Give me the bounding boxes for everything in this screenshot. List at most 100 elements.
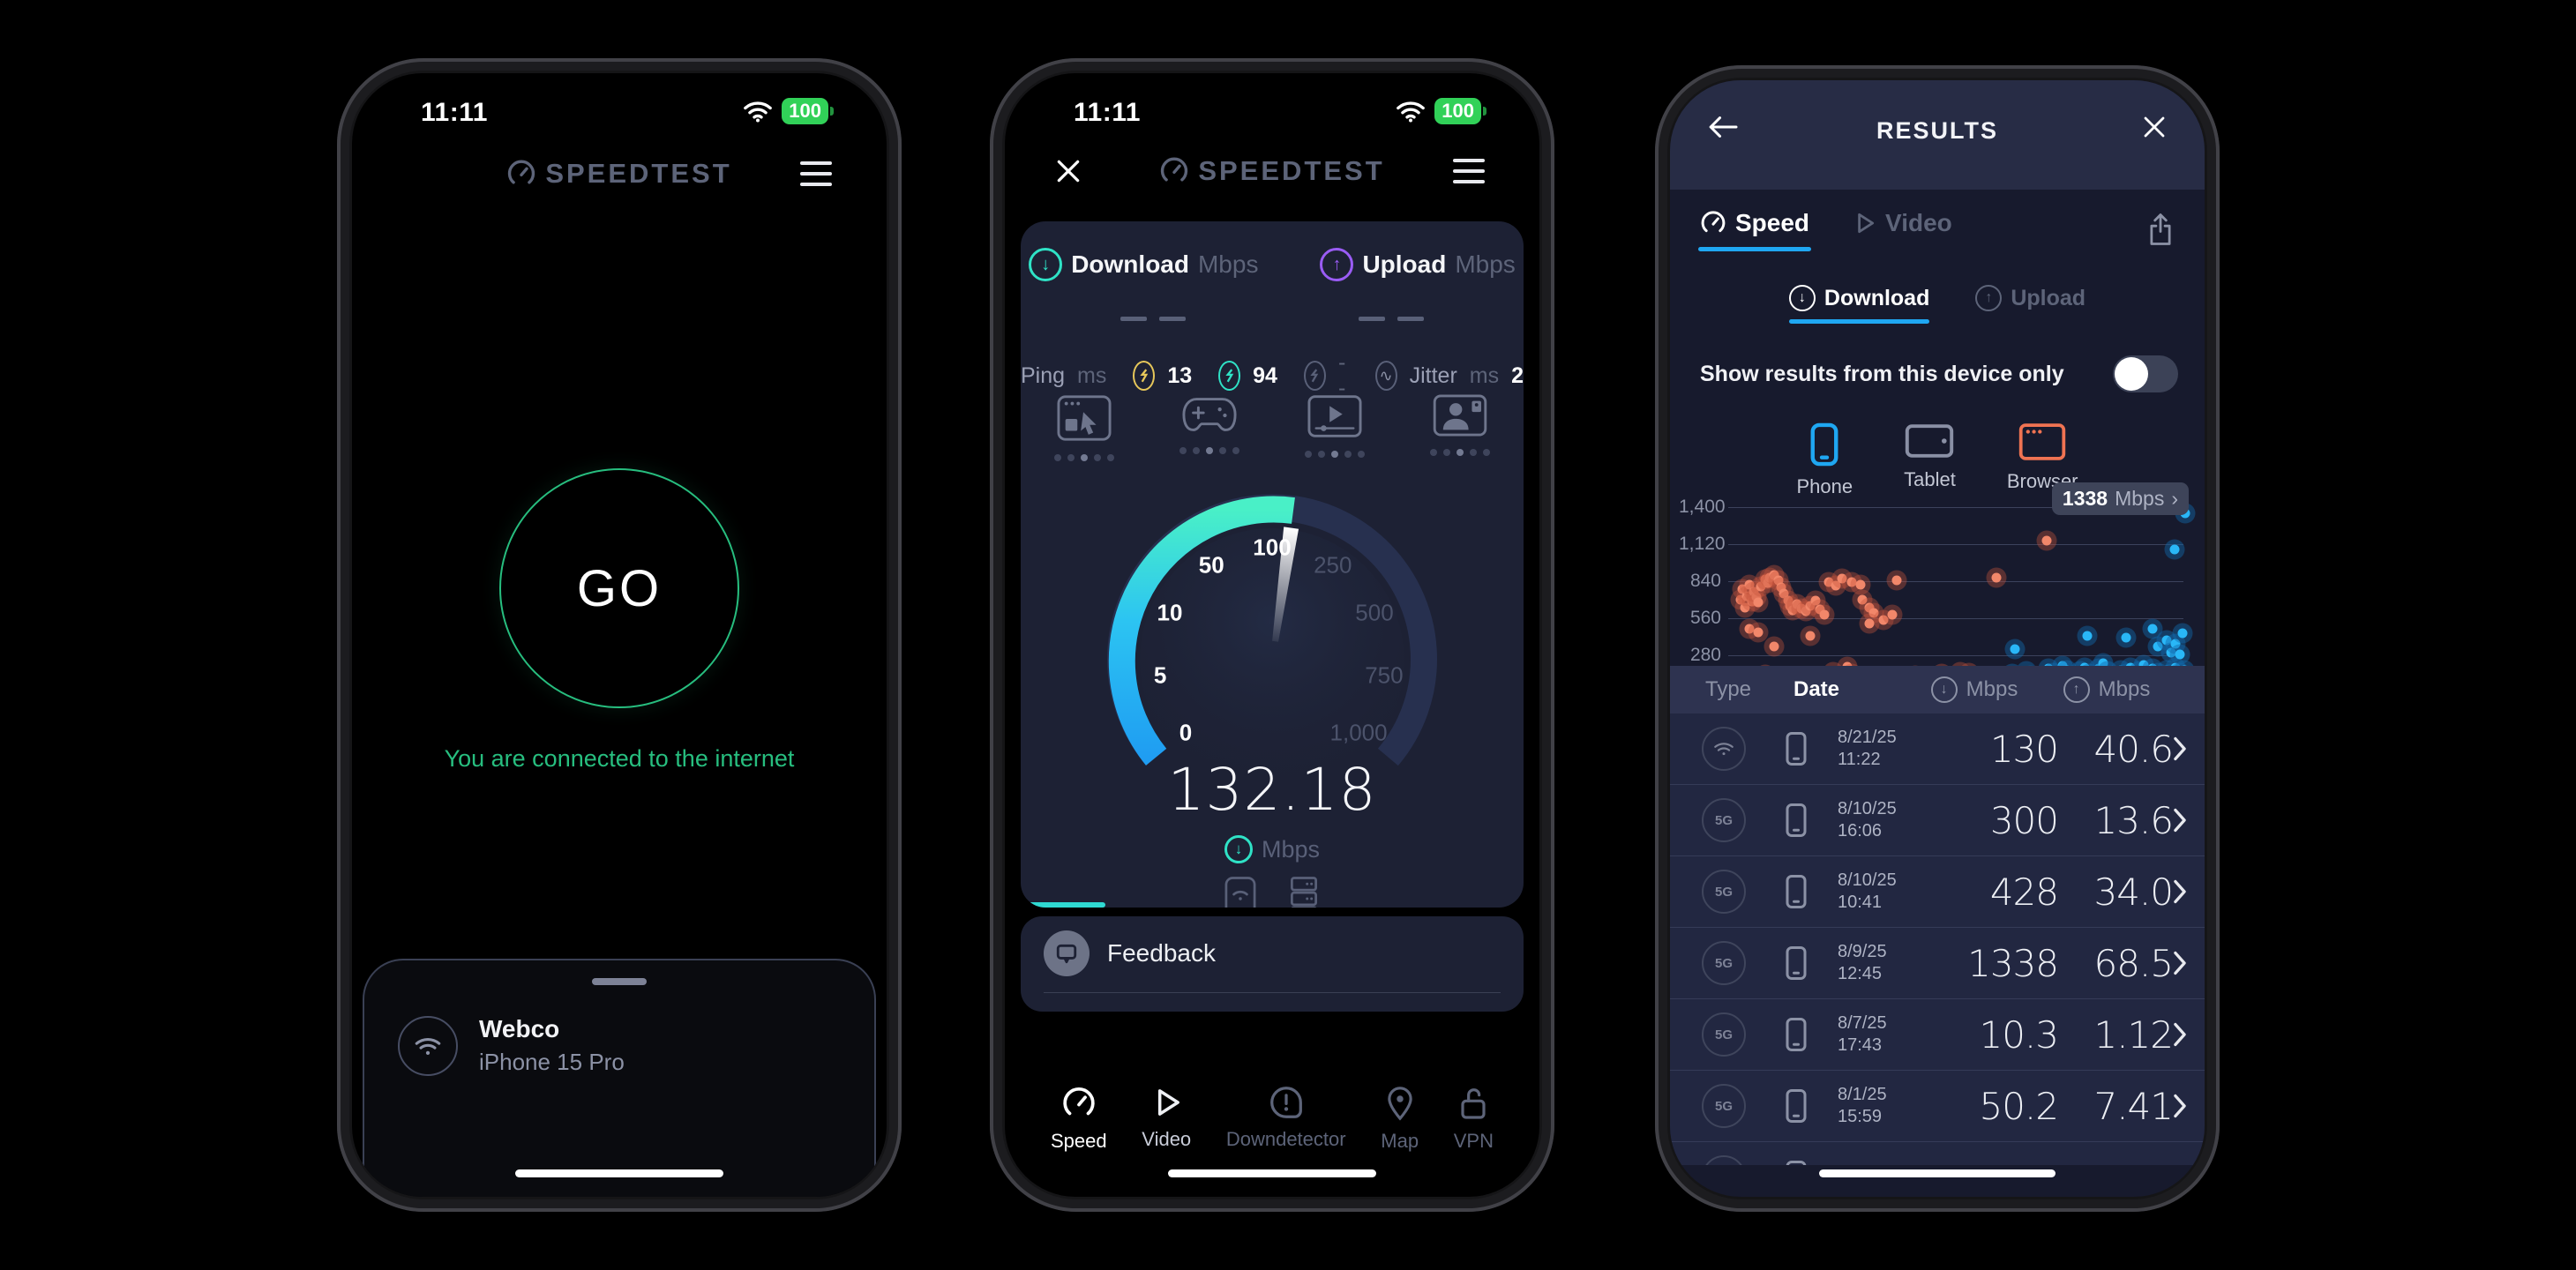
phone-mockup-test: 11:11 100 SPEEDTEST ↓ Download Mbps ↑ Up… [990, 58, 1554, 1212]
chart-gridline [1728, 507, 2183, 508]
drag-handle[interactable] [592, 978, 647, 985]
app-header: SPEEDTEST [352, 158, 887, 190]
device-wifi-icon [1224, 876, 1257, 908]
gauge-tick-label: 100 [1253, 534, 1292, 561]
scatter-point-wifi-results [2169, 544, 2180, 555]
metric-subtabs: ↓ Download ↑ Upload [1670, 285, 2205, 324]
gauge-tick-label: 0 [1179, 719, 1193, 746]
scatter-point-cellular-results [1751, 592, 1762, 602]
close-button[interactable] [1054, 157, 1082, 185]
scatter-point-cellular-results [1749, 586, 1759, 597]
filter-tablet[interactable]: Tablet [1904, 422, 1956, 498]
device-only-toggle[interactable] [2113, 355, 2178, 392]
scatter-point-wifi-results [2170, 639, 2181, 649]
table-row[interactable]: 8/21/25 11:22 130 40.6 [1670, 713, 2205, 785]
home-indicator[interactable] [515, 1169, 723, 1177]
chevron-right-icon[interactable] [2173, 736, 2187, 761]
speedtest-logo: SPEEDTEST [506, 158, 731, 190]
feedback-bubble-icon [1044, 930, 1090, 976]
chevron-right-icon: › [2171, 487, 2178, 510]
scatter-point-cellular-results [1864, 602, 1875, 613]
tab-speed[interactable]: Speed [1697, 209, 1812, 251]
network-sheet[interactable]: Webco iPhone 15 Pro [363, 959, 876, 1197]
back-button[interactable] [1705, 114, 1741, 140]
upload-header: ↑ Upload Mbps [1320, 248, 1516, 281]
table-row[interactable]: 5G 8/9/25 12:45 1338 68.5 [1670, 928, 2205, 999]
home-indicator[interactable] [1168, 1169, 1376, 1177]
downdetector-icon [1269, 1086, 1303, 1119]
phone-device-icon [1785, 1160, 1808, 1165]
close-button[interactable] [2141, 114, 2168, 140]
gauge-tick-label: 1,000 [1329, 719, 1388, 746]
download-speed-value: 132.18 [1167, 756, 1377, 824]
table-row[interactable]: 5G 8/7/25 17:43 10.3 1.12 [1670, 999, 2205, 1071]
chevron-right-icon[interactable] [2173, 951, 2187, 975]
download-header: ↓ Download Mbps [1029, 248, 1258, 281]
phone-mockup-results: RESULTS Speed Video ↓ Download ↑ Upload … [1655, 65, 2220, 1212]
download-mbps-value: 50.2 [1979, 1084, 2059, 1128]
scatter-point-cellular-results [1787, 605, 1798, 616]
chart-gridline [1728, 655, 2183, 656]
result-datetime: 8/7/25 17:43 [1838, 1013, 1887, 1055]
scatter-point-wifi-results [2175, 649, 2185, 660]
cellular-5g-icon: 5G [1702, 1155, 1746, 1165]
nav-item-vpn[interactable]: VPN [1454, 1086, 1494, 1153]
upload-arrow-icon: ↑ [1975, 285, 2003, 311]
network-name: Webco [479, 1015, 560, 1042]
table-row[interactable]: 5G 8/10/25 10:41 428 34.0 [1670, 856, 2205, 928]
home-indicator[interactable] [1819, 1169, 2056, 1177]
battery-indicator: 100 [782, 98, 834, 124]
result-datetime: 8/10/25 16:06 [1838, 799, 1897, 840]
bottom-navigation: Speed Video Downdetector Map VPN [1005, 1086, 1539, 1153]
tablet-icon [1905, 422, 1954, 459]
go-button[interactable]: GO [499, 468, 739, 708]
chevron-right-icon[interactable] [2173, 808, 2187, 833]
scatter-point-cellular-results [1753, 627, 1764, 638]
chart-y-tick-label: 280 [1689, 645, 1721, 665]
filter-phone[interactable]: Phone [1796, 422, 1853, 498]
subtab-download[interactable]: ↓ Download [1788, 285, 1930, 324]
scatter-point-cellular-results [1891, 575, 1902, 585]
chart-y-tick-label: 840 [1689, 571, 1721, 591]
loader-dots [1305, 451, 1365, 458]
wifi-connection-icon [1702, 727, 1746, 771]
nav-item-map[interactable]: Map [1381, 1086, 1419, 1153]
subtab-upload[interactable]: ↑ Upload [1975, 285, 2086, 322]
menu-button[interactable] [1453, 159, 1485, 183]
chart-gridline [1728, 544, 2183, 545]
gauge-tick-label: 250 [1314, 551, 1352, 579]
upload-mbps-value: 13.6 [2093, 798, 2174, 842]
upload-mbps-value: 34.0 [2093, 870, 2174, 914]
results-tabs: Speed Video [1697, 209, 2175, 251]
table-row[interactable]: 5G 8/1/25 15:59 50.2 7.41 [1670, 1071, 2205, 1142]
chevron-right-icon[interactable] [2173, 1094, 2187, 1118]
vpn-lock-icon [1458, 1086, 1488, 1121]
result-datetime: 8/21/25 11:22 [1838, 728, 1897, 769]
upload-pending-dashes [1359, 317, 1424, 321]
tab-video[interactable]: Video [1852, 209, 1952, 250]
chart-y-tick-label: 560 [1689, 608, 1721, 628]
scatter-point-cellular-results [1735, 594, 1746, 605]
feedback-card[interactable]: Feedback [1021, 916, 1524, 1012]
nav-item-video[interactable]: Video [1142, 1086, 1191, 1153]
menu-button[interactable] [800, 161, 832, 186]
device-name: iPhone 15 Pro [479, 1049, 625, 1075]
upload-mbps-value: 1.12 [2093, 1012, 2174, 1057]
download-arrow-icon: ↓ [1029, 248, 1063, 281]
nav-item-downdetector[interactable]: Downdetector [1226, 1086, 1346, 1153]
scatter-point-cellular-results [1741, 591, 1752, 601]
chart-callout-badge[interactable]: 1338 Mbps › [2051, 482, 2189, 515]
nav-item-speed[interactable]: Speed [1051, 1086, 1107, 1153]
table-row[interactable]: 5G 8/10/25 16:06 300 13.6 [1670, 785, 2205, 856]
connection-endpoints [1060, 876, 1484, 908]
scatter-point-cellular-results [1744, 624, 1755, 634]
chevron-right-icon[interactable] [2173, 1022, 2187, 1047]
chevron-right-icon[interactable] [2173, 879, 2187, 904]
scatter-point-wifi-results [2147, 624, 2158, 634]
scatter-point-wifi-results [2177, 628, 2188, 638]
status-time: 11:11 [1074, 98, 1141, 127]
nav-label: Speed [1051, 1130, 1107, 1152]
share-icon[interactable] [2146, 213, 2175, 246]
streaming-icon [1305, 394, 1365, 461]
speed-gauge-icon [1700, 210, 1726, 236]
